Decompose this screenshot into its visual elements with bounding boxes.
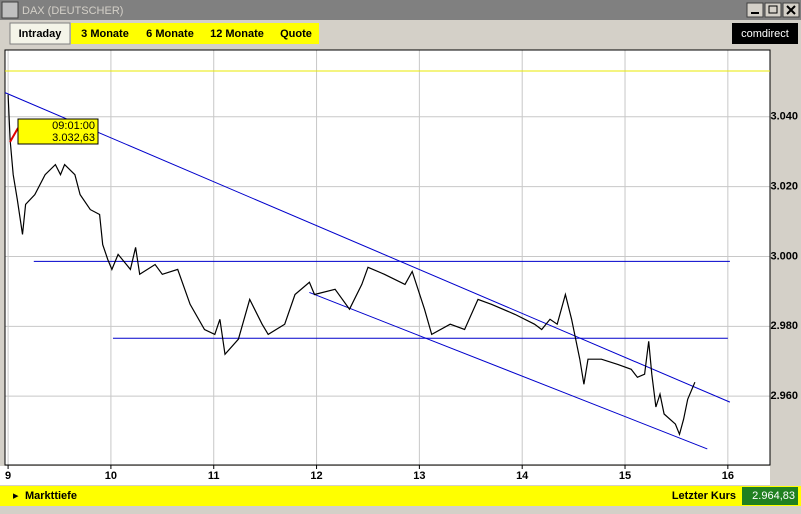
x-tick-label: 9 <box>5 470 11 482</box>
brand: comdirect <box>741 28 789 40</box>
icon <box>768 5 778 14</box>
annotation-pointer <box>9 127 19 143</box>
tab-selected[interactable] <box>9 22 71 45</box>
window-title: DAX (DEUTSCHER) <box>22 5 123 17</box>
y-tick-label: 3.000 <box>770 250 798 262</box>
status-label: Letzter Kurs <box>672 490 736 502</box>
tab-strip <box>71 23 319 44</box>
x-tick-label: 15 <box>619 470 631 482</box>
y-tick-label: 2.980 <box>770 320 798 332</box>
price-line <box>7 94 696 437</box>
arrow: ▸ <box>13 490 19 502</box>
x-axis-area <box>0 466 770 485</box>
tab[interactable]: 6 Monate <box>146 28 194 40</box>
x-tick-label: 11 <box>208 470 220 482</box>
trend-line <box>309 291 708 450</box>
x-tick-label: 16 <box>722 470 734 482</box>
annotation-box <box>17 118 99 145</box>
status-value: 2.964,83 <box>752 490 795 502</box>
maximize-button[interactable] <box>764 2 782 18</box>
tab[interactable]: 12 Monate <box>210 28 264 40</box>
x-tick-label: 10 <box>105 470 117 482</box>
y-tick-label: 3.020 <box>770 180 798 192</box>
status-left[interactable]: Markttiefe <box>25 490 77 502</box>
icon <box>786 5 796 15</box>
tab[interactable]: Quote <box>280 28 312 40</box>
minimize-button[interactable] <box>746 2 764 18</box>
tab[interactable]: Intraday <box>19 28 63 40</box>
x-tick-label: 14 <box>516 470 529 482</box>
title-bar <box>0 0 801 20</box>
tab[interactable]: 3 Monate <box>81 28 129 40</box>
value-box <box>742 487 798 505</box>
y-tick-label: 2.960 <box>770 390 798 402</box>
annotation-price: 3.032,63 <box>52 132 95 144</box>
plot-border <box>4 49 771 466</box>
status-bar <box>0 486 801 506</box>
x-tick-label: 13 <box>413 470 425 482</box>
app-icon <box>1 1 19 19</box>
x-tick-label: 12 <box>310 470 322 482</box>
annotation-time: 09:01:00 <box>52 120 95 132</box>
brand-logo <box>732 23 798 44</box>
y-tick-label: 3.040 <box>770 111 798 123</box>
trend-line <box>4 92 731 403</box>
